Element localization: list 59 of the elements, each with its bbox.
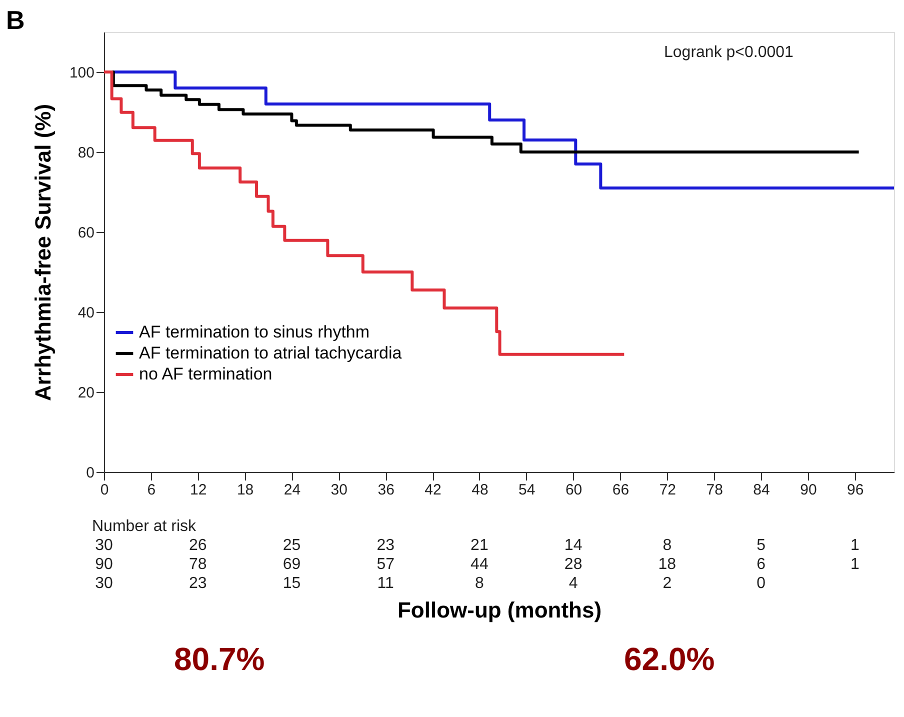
y-tick-label: 20 <box>78 384 94 402</box>
text: 1 <box>850 537 860 554</box>
x-tick-label: 72 <box>659 482 676 498</box>
x-tick-label: 30 <box>330 482 348 498</box>
text: 8 <box>662 537 672 554</box>
x-tick-label: 48 <box>472 482 488 498</box>
text: 1 <box>850 556 860 573</box>
text: 2 <box>662 575 672 592</box>
x-tick-label: 12 <box>190 482 207 498</box>
text: 14 <box>564 537 582 554</box>
y-tick-label: 60 <box>78 224 94 242</box>
text: 5 <box>756 537 766 554</box>
text: 28 <box>564 556 582 573</box>
text: 6 <box>756 556 766 573</box>
text: 23 <box>188 575 207 592</box>
text: 25 <box>282 537 301 554</box>
legend-label: AF termination to atrial tachycardia <box>139 344 402 362</box>
text: 8 <box>474 575 484 592</box>
text: 30 <box>95 575 113 592</box>
text: 69 <box>282 556 301 573</box>
text: 80.7% <box>174 641 265 677</box>
annotation: Logrank p<0.0001 <box>664 44 794 61</box>
text: 78 <box>188 556 207 573</box>
text: 18 <box>658 556 676 573</box>
text: 62.0% <box>624 641 715 677</box>
legend-label: AF termination to sinus rhythm <box>139 322 370 342</box>
x-tick-label: 0 <box>100 482 109 498</box>
text: 11 <box>377 575 394 592</box>
text: 57 <box>376 556 395 573</box>
x-tick-label: 66 <box>612 482 630 498</box>
x-tick-label: 54 <box>518 482 536 498</box>
text: 4 <box>568 575 578 592</box>
x-tick-label: 84 <box>753 482 770 498</box>
x-tick-label: 90 <box>800 482 817 498</box>
x-tick-label: 42 <box>424 482 442 498</box>
text: 26 <box>188 537 207 554</box>
legend-label: no AF termination <box>139 364 272 384</box>
text: 90 <box>95 556 113 573</box>
y-tick-label: 40 <box>78 304 94 322</box>
x-tick-label: 96 <box>847 482 864 498</box>
x-tick-label: 6 <box>147 482 156 498</box>
x-axis-title: Follow-up (months) <box>397 598 602 622</box>
text: Number at risk <box>92 518 198 535</box>
text: 0 <box>756 575 766 592</box>
y-tick-label: 0 <box>86 464 94 482</box>
text: 21 <box>470 537 488 554</box>
y-tick-label: 80 <box>78 144 94 162</box>
x-tick-label: 60 <box>565 482 582 498</box>
y-tick-label: 100 <box>69 64 94 82</box>
text: B <box>6 5 25 35</box>
text: 44 <box>470 556 488 573</box>
x-tick-label: 24 <box>284 482 301 498</box>
text: 23 <box>376 537 395 554</box>
text: 15 <box>282 575 301 592</box>
y-axis-title: Arrhythmia-free Survival (%) <box>30 104 56 402</box>
text: 30 <box>95 537 113 554</box>
x-tick-label: 36 <box>378 482 394 498</box>
x-tick-label: 78 <box>706 482 723 498</box>
x-tick-label: 18 <box>236 482 254 498</box>
